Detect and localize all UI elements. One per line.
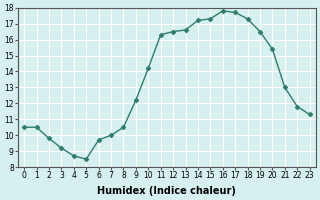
X-axis label: Humidex (Indice chaleur): Humidex (Indice chaleur) xyxy=(98,186,236,196)
